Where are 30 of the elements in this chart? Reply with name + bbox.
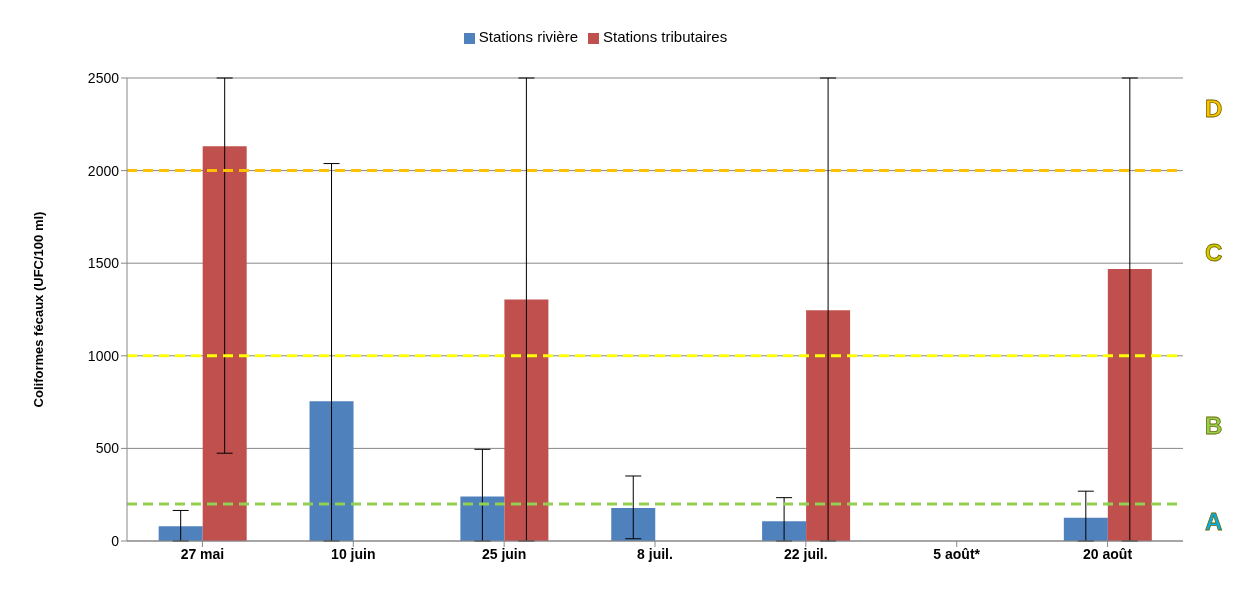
y-tick-label: 500 (95, 440, 120, 457)
x-tick-label: 5 août* (933, 545, 981, 562)
y-tick-label: 1500 (87, 255, 120, 272)
y-axis-title: Coliformes fécaux (UFC/100 ml) (30, 211, 46, 408)
text: C (1205, 239, 1223, 267)
bar (504, 299, 549, 541)
legend-label: Stations tributaires (602, 28, 728, 45)
bar (762, 521, 807, 541)
y-tick-label: 2500 (87, 69, 120, 86)
bar (1063, 517, 1108, 541)
x-tick-label: 25 juin (481, 545, 527, 562)
y-tick-label: 0 (111, 532, 120, 549)
bar (611, 508, 656, 541)
bar (1107, 268, 1152, 541)
text: B (1205, 411, 1223, 440)
text: D (1205, 95, 1223, 123)
bar (309, 401, 354, 541)
x-tick-label: 8 juil. (637, 545, 673, 562)
bar (202, 146, 247, 541)
y-tick-label: 2000 (87, 162, 120, 179)
bar (158, 526, 203, 541)
x-tick-label: 20 août (1083, 545, 1133, 562)
text: A (1205, 507, 1223, 536)
bar (460, 496, 505, 541)
x-tick-label: 27 mai (180, 545, 225, 562)
x-tick-label: 10 juin (331, 545, 376, 562)
x-tick-label: 22 juil. (784, 545, 828, 562)
legend-label: Stations rivière (478, 28, 578, 45)
y-tick-label: 1000 (87, 347, 120, 364)
bar (806, 310, 851, 541)
